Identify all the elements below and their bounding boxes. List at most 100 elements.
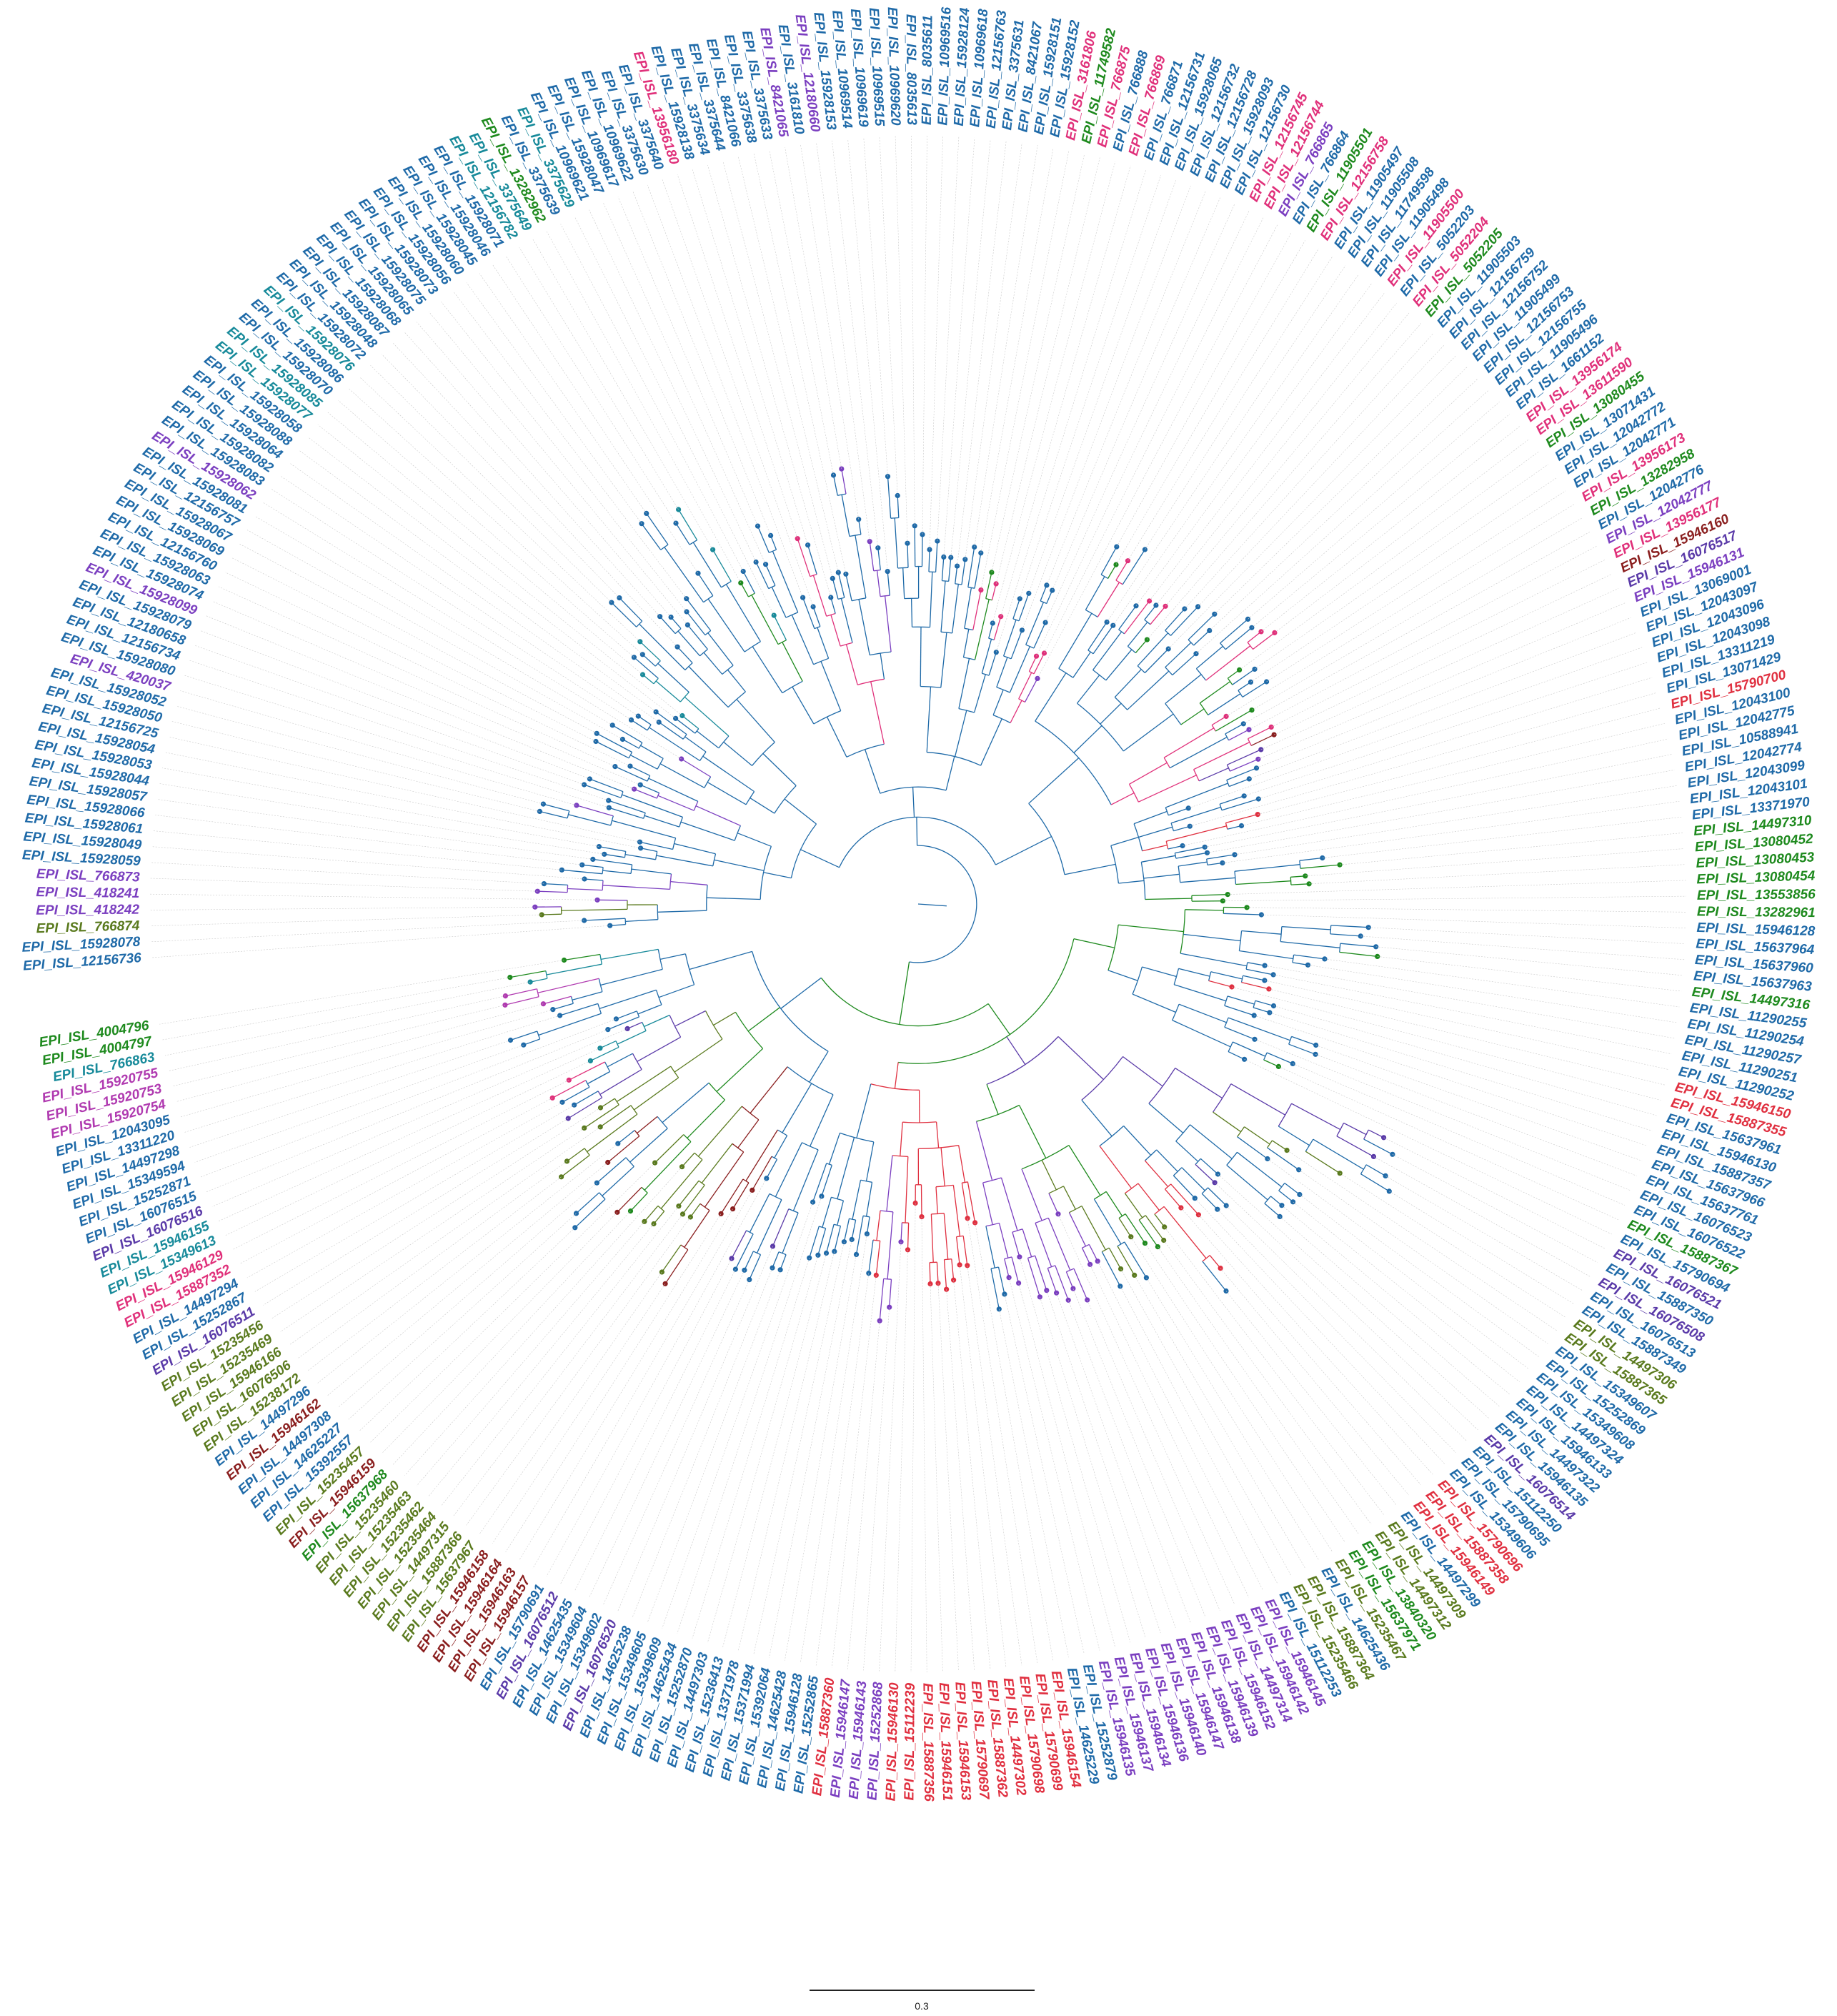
tip-guide (150, 914, 542, 926)
branch-line (1010, 630, 1023, 660)
branch-line (1133, 810, 1168, 825)
branch-line (858, 599, 870, 655)
tip-guide (206, 615, 634, 790)
branch-line (1219, 795, 1245, 805)
tip-guide (863, 137, 888, 477)
tip-guide (769, 150, 834, 475)
branch-line (1057, 1036, 1104, 1081)
branch-line (1233, 1041, 1266, 1057)
branch-line (955, 1236, 960, 1265)
branch-arc (734, 825, 741, 841)
tip-guide (1244, 662, 1648, 797)
branch-line (1175, 846, 1205, 854)
tip-guide (1217, 1208, 1456, 1453)
branch-line (572, 991, 603, 1000)
tip-guide (225, 572, 631, 767)
branch-line (765, 564, 776, 586)
branch-line (792, 686, 815, 725)
tip-guide (429, 312, 688, 625)
branch-line (1068, 1145, 1101, 1196)
branch-line (707, 782, 747, 805)
branch-line (800, 849, 840, 868)
tip-guide (937, 1283, 959, 1672)
tip-node (635, 713, 641, 719)
branch-line (802, 597, 815, 629)
tip-guide (1271, 560, 1605, 728)
branch-line (659, 763, 705, 788)
branch-line (1242, 681, 1267, 697)
branch-line (1055, 1265, 1069, 1301)
branch-line (834, 1226, 842, 1252)
tip-guide (785, 1254, 857, 1661)
tip-guide (1163, 1240, 1372, 1525)
branch-line (828, 1133, 841, 1165)
branch-line (1263, 1059, 1279, 1067)
branch-line (678, 509, 698, 541)
branch-line (1033, 652, 1045, 675)
tip-guide (1256, 617, 1631, 769)
tip-node (800, 595, 806, 600)
branch-line (1010, 700, 1022, 723)
branch-line (677, 646, 693, 664)
tip-node (606, 798, 612, 803)
branch-line (1201, 1193, 1218, 1210)
tip-guide (1286, 1150, 1558, 1331)
branch-line (1224, 1026, 1255, 1040)
tip-guide (1385, 1176, 1583, 1291)
branch-line (1115, 560, 1129, 581)
tip-guide (1248, 402, 1500, 620)
branch-line (845, 574, 852, 601)
branch-line (1237, 1136, 1268, 1160)
branch-line (655, 680, 681, 702)
branch-line (1206, 854, 1235, 860)
tip-guide (466, 1216, 691, 1526)
branch-line (604, 853, 625, 858)
branch-line (552, 1080, 587, 1098)
tip-guide (974, 145, 1038, 547)
tip-guide (151, 846, 585, 880)
branch-line (599, 845, 626, 853)
branch-line (1230, 1083, 1286, 1116)
branch-line (772, 1208, 790, 1247)
branch-line (657, 662, 690, 693)
branch-line (1360, 1173, 1390, 1192)
tip-guide (1112, 274, 1359, 626)
branch-line (905, 1156, 909, 1223)
branch-line (622, 794, 683, 818)
tip-guide (1273, 1005, 1657, 1116)
tip-guide (1097, 1261, 1263, 1591)
branch-line (1027, 1258, 1041, 1297)
branch-line (684, 696, 730, 737)
branch-line (692, 542, 722, 588)
branch-line (642, 654, 656, 667)
tip-node (639, 652, 645, 657)
tip-guide (194, 645, 584, 785)
branch-line (1281, 925, 1331, 930)
branch-line (791, 615, 815, 665)
branch-line (1143, 873, 1180, 879)
branch-line (772, 551, 799, 613)
branch-line (1107, 564, 1117, 579)
branch-line (649, 727, 700, 762)
branch-line (948, 557, 952, 582)
branch-line (695, 805, 741, 826)
branch-line (940, 632, 947, 688)
tip-guide (1225, 1291, 1397, 1506)
branch-line (1125, 1213, 1146, 1243)
tip-guide (1127, 248, 1319, 561)
branch-line (1291, 1036, 1316, 1046)
branch-arc (785, 612, 798, 618)
tip-guide (1383, 1137, 1605, 1249)
branch-line (1168, 808, 1189, 816)
tip-guide (753, 1241, 845, 1655)
tip-guide (428, 1223, 654, 1496)
branch-line (607, 1136, 640, 1163)
branch-line (595, 740, 629, 759)
branch-line (887, 476, 892, 519)
tip-guide (1258, 707, 1661, 815)
tip-guide (1268, 988, 1665, 1086)
branch-line (1101, 1251, 1121, 1287)
branch-line (1210, 971, 1243, 980)
branch-line (972, 590, 982, 630)
branch-line (646, 513, 669, 545)
